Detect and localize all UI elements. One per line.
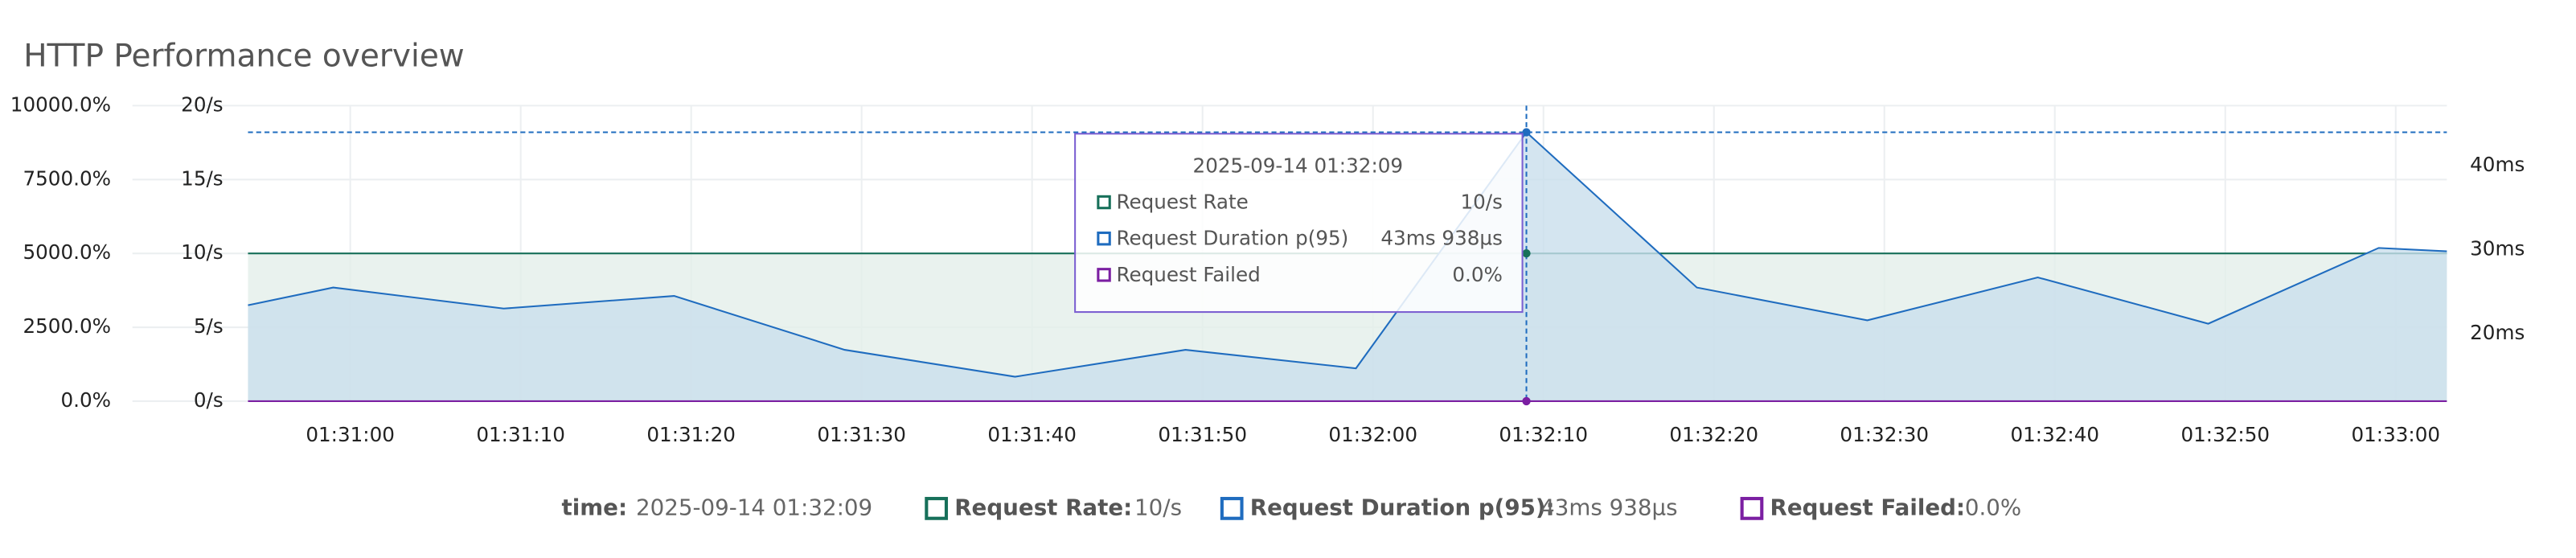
legend-swatch[interactable]	[1220, 497, 1244, 520]
y2-tick-label: 5/s	[194, 314, 224, 338]
chart-title: HTTP Performance overview	[23, 38, 465, 74]
tooltip-box	[1074, 133, 1524, 314]
x-tick-label: 01:33:00	[2351, 423, 2440, 446]
legend-label: time:	[562, 494, 628, 520]
legend-label: Request Duration p(95):	[1250, 494, 1555, 520]
tooltip-series-name: Request Failed	[1116, 263, 1260, 286]
hover-dot	[1522, 396, 1531, 406]
x-tick-label: 01:32:30	[1840, 423, 1929, 446]
y3-tick-label: 40ms	[2470, 153, 2525, 176]
x-tick-label: 01:31:50	[1158, 423, 1247, 446]
legend: time: 2025-09-14 01:32:09 Request Rate: 10/…	[562, 494, 2022, 520]
legend-value: 10/s	[1134, 494, 1182, 520]
series-area	[248, 132, 2447, 401]
legend-swatch[interactable]	[1740, 497, 1764, 520]
legend-name: Request Rate	[954, 494, 1123, 520]
x-tick-label: 01:32:10	[1499, 423, 1588, 446]
tooltip: 2025-09-14 01:32:09 Request Rate 10/s Reque…	[1074, 133, 1524, 314]
legend-separator: :	[1546, 494, 1555, 520]
tooltip-swatch	[1097, 268, 1111, 282]
legend-value: 0.0%	[1965, 494, 2021, 520]
y-tick-label: 7500.0%	[23, 166, 111, 190]
y-tick-label: 5000.0%	[23, 240, 111, 264]
tooltip-value: 10/s	[1460, 191, 1502, 214]
y3-tick-label: 30ms	[2470, 236, 2525, 260]
y2-tick-label: 20/s	[181, 92, 223, 116]
x-tick-label: 01:31:20	[646, 423, 736, 446]
tooltip-series-name: Request Rate	[1116, 191, 1248, 214]
y2-tick-label: 15/s	[181, 166, 223, 190]
x-tick-label: 01:32:00	[1328, 423, 1417, 446]
tooltip-swatch	[1097, 231, 1111, 246]
plot: 01:31:00 01:31:10 01:31:20 01:31:30 01:31:40…	[10, 92, 2525, 446]
hover-dot	[1522, 249, 1531, 258]
y3-tick-label: 20ms	[2470, 321, 2525, 344]
legend-separator: :	[1956, 494, 1965, 520]
legend-separator: :	[1123, 494, 1132, 520]
legend-time: 2025-09-14 01:32:09	[636, 494, 872, 520]
y-tick-label: 0.0%	[60, 388, 111, 412]
x-tick-label: 01:31:10	[476, 423, 565, 446]
legend-separator: :	[618, 494, 627, 520]
legend-name: time	[562, 494, 618, 520]
tooltip-swatch	[1097, 195, 1111, 210]
tooltip-value: 0.0%	[1452, 263, 1503, 286]
hover-dot	[1522, 128, 1531, 137]
x-tick-label: 01:31:40	[987, 423, 1077, 446]
y-tick-label: 2500.0%	[23, 314, 111, 338]
x-tick-label: 01:32:50	[2180, 423, 2270, 446]
x-tick-label: 01:32:40	[2010, 423, 2099, 446]
legend-value: 43ms 938µs	[1540, 494, 1677, 520]
x-tick-label: 01:31:00	[306, 423, 395, 446]
tooltip-value: 43ms 938µs	[1380, 227, 1502, 250]
tooltip-time: 2025-09-14 01:32:09	[1193, 154, 1404, 177]
y2-tick-label: 0/s	[194, 388, 224, 412]
y2-tick-label: 10/s	[181, 240, 223, 264]
x-tick-label: 01:31:30	[817, 423, 906, 446]
legend-swatch[interactable]	[925, 497, 949, 520]
x-tick-label: 01:32:20	[1669, 423, 1758, 446]
legend-name: Request Failed	[1770, 494, 1956, 520]
series-line	[248, 130, 2447, 378]
tooltip-series-name: Request Duration p(95)	[1116, 227, 1348, 250]
legend-label: Request Rate:	[954, 494, 1132, 520]
y-tick-label: 10000.0%	[10, 92, 111, 116]
legend-name: Request Duration p(95)	[1250, 494, 1546, 520]
legend-label: Request Failed:	[1770, 494, 1966, 520]
